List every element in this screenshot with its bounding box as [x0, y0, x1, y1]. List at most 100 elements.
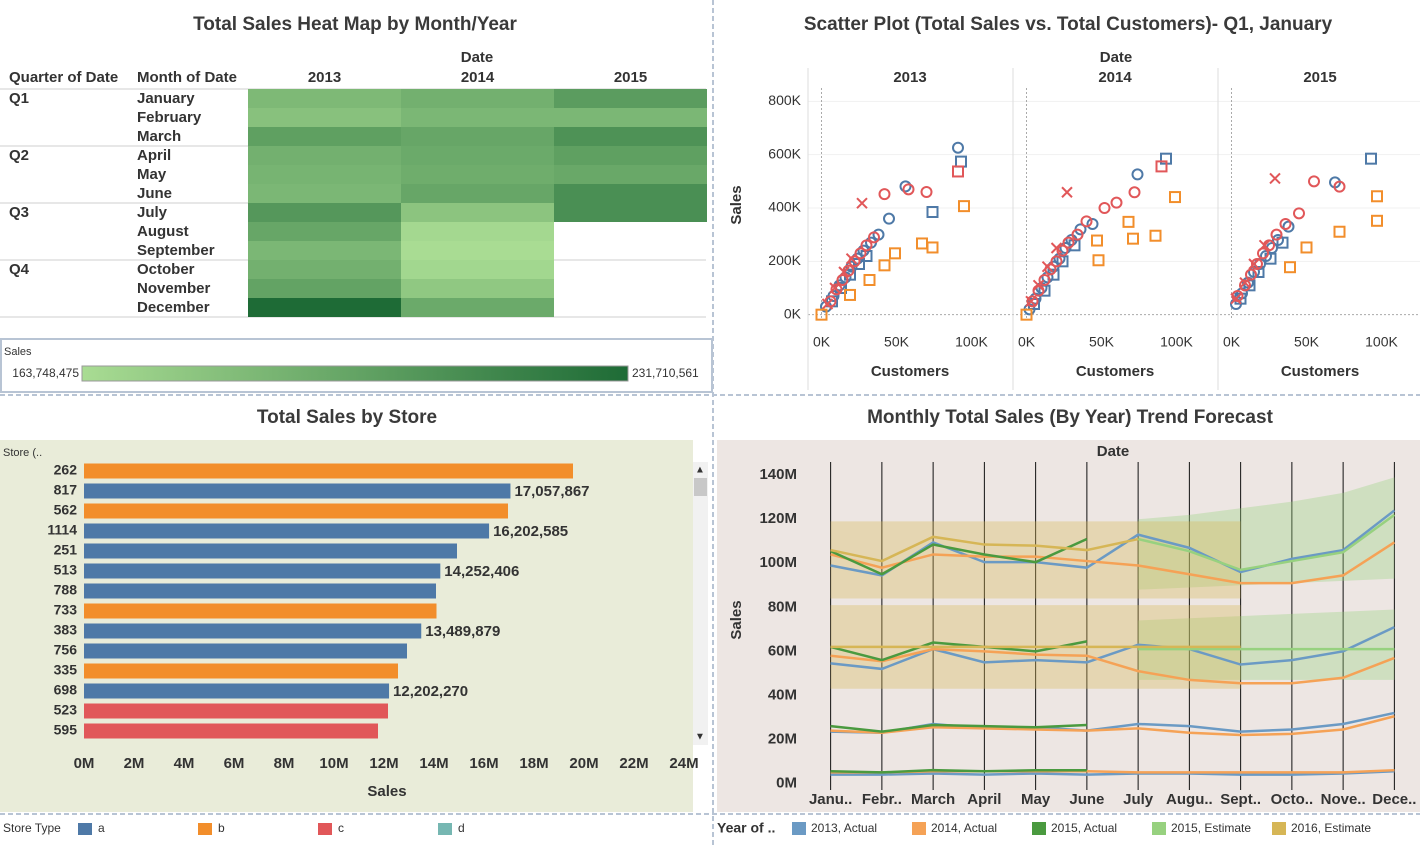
y-tick-label: 600K	[768, 145, 801, 161]
scrollbar[interactable]	[693, 462, 708, 745]
month-label: June	[137, 185, 172, 202]
chart-title: Total Sales Heat Map by Month/Year	[193, 14, 517, 35]
bar	[84, 523, 490, 539]
x-tick-label: Sept..	[1220, 791, 1261, 808]
heat-cell	[554, 184, 707, 203]
y-tick-label: 0M	[776, 774, 797, 791]
point	[863, 274, 876, 286]
chart-title: Monthly Total Sales (By Year) Trend Fore…	[867, 407, 1273, 428]
legend-swatch	[198, 823, 212, 835]
month-label: April	[137, 147, 171, 164]
line	[830, 715, 1395, 737]
category-label: 733	[54, 602, 78, 618]
legend-label: 2015, Actual	[1051, 821, 1117, 835]
column-label: 2013	[308, 69, 341, 86]
heat-cell	[248, 184, 401, 203]
heat-cell	[554, 89, 707, 108]
y-tick-label: 20M	[768, 730, 797, 747]
point	[1155, 160, 1168, 173]
facet-label: 2014	[1098, 69, 1132, 86]
bar	[84, 663, 398, 679]
legend-label: a	[98, 821, 105, 835]
y-tick-label: 140M	[759, 466, 797, 483]
x-tick-label: 100K	[1365, 334, 1398, 350]
point	[1248, 258, 1260, 270]
heat-cell	[401, 108, 554, 127]
legend-swatch	[1152, 822, 1166, 835]
x-tick-label: 0K	[1018, 334, 1036, 350]
point	[1252, 266, 1265, 278]
legend-title: Year of ..	[717, 820, 775, 836]
heat-cell	[248, 89, 401, 108]
x-tick-label: 50K	[1089, 334, 1115, 350]
legend-label: 2015, Estimate	[1171, 821, 1251, 835]
legend-gradient	[81, 365, 629, 382]
x-axis-label: Customers	[871, 363, 949, 380]
point	[1282, 220, 1295, 233]
line	[830, 535, 1139, 563]
point	[821, 298, 834, 310]
legend-swatch	[912, 822, 926, 835]
point	[860, 239, 873, 252]
point	[1025, 295, 1037, 308]
heat-cell	[401, 146, 554, 165]
x-tick-label: 100K	[1160, 334, 1193, 350]
point	[1041, 260, 1054, 273]
bar	[84, 543, 457, 559]
heat-cell	[401, 298, 554, 317]
month-label: May	[137, 166, 167, 183]
point	[830, 283, 843, 296]
point	[1270, 228, 1283, 241]
line	[1137, 513, 1396, 572]
legend-label: 2016, Estimate	[1291, 821, 1371, 835]
point	[1308, 175, 1320, 188]
value-label: 14,252,406	[444, 563, 519, 580]
category-label: 335	[54, 662, 78, 678]
point	[958, 200, 970, 213]
point	[1258, 239, 1271, 252]
point	[844, 288, 856, 301]
row-header: Month of Date	[137, 69, 237, 86]
legend-label: 2013, Actual	[811, 821, 877, 835]
heat-cell	[554, 146, 707, 165]
category-label: 788	[54, 582, 78, 598]
chart-title: Scatter Plot (Total Sales vs. Total Cust…	[804, 14, 1333, 35]
value-label: 17,057,867	[514, 483, 589, 500]
x-tick-label: Janu..	[809, 791, 852, 808]
legend-label: d	[458, 821, 465, 835]
category-label: 756	[54, 642, 78, 658]
bar	[84, 603, 437, 619]
heat-cell	[248, 165, 401, 184]
point	[883, 212, 895, 225]
x-tick-label: Augu..	[1166, 791, 1213, 808]
scroll-thumb[interactable]	[694, 478, 707, 496]
value-label: 16,202,585	[493, 523, 568, 540]
bar	[84, 623, 422, 639]
quarter-label: Q4	[9, 261, 30, 278]
point	[878, 259, 891, 272]
x-tick-label: 16M	[469, 755, 498, 772]
legend-min: 163,748,475	[12, 366, 79, 380]
heat-cell	[401, 222, 554, 241]
month-label: August	[137, 223, 189, 240]
point	[1300, 241, 1313, 254]
point	[1086, 218, 1099, 230]
legend-title: Sales	[4, 346, 32, 358]
heat-cell	[248, 241, 401, 260]
point	[1333, 180, 1346, 193]
legend-swatch	[438, 823, 452, 835]
category-label: 595	[54, 722, 78, 738]
y-tick-label: 100M	[759, 554, 797, 571]
value-label: 12,202,270	[393, 683, 468, 700]
scroll-down[interactable]: ▼	[695, 732, 705, 743]
y-tick-label: 400K	[768, 199, 801, 215]
x-tick-label: April	[967, 791, 1001, 808]
scroll-up[interactable]: ▲	[695, 465, 705, 476]
legend-label: c	[338, 821, 344, 835]
point	[836, 274, 849, 286]
heat-cell	[248, 108, 401, 127]
heat-cell	[401, 260, 554, 279]
point	[1092, 254, 1105, 267]
point	[1169, 191, 1181, 204]
point	[916, 237, 928, 250]
